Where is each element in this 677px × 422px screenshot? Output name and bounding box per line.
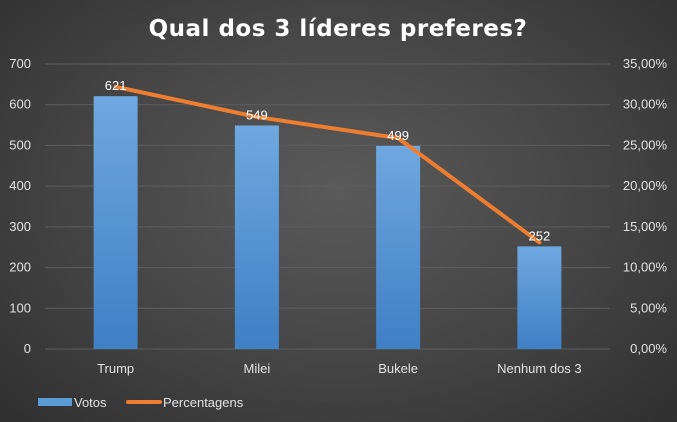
bar [376, 145, 421, 349]
left-tick-label: 300 [9, 219, 31, 234]
gridlines [45, 63, 610, 350]
legend-label: Percentagens [163, 395, 244, 410]
bar [517, 246, 562, 349]
legend-swatch-bar [38, 398, 72, 406]
right-tick-label: 30,00% [623, 97, 668, 112]
left-tick-label: 500 [9, 137, 31, 152]
right-tick-label: 15,00% [623, 219, 668, 234]
category-label: Nenhum dos 3 [497, 361, 582, 376]
category-axis: Trump Milei Bukele Nenhum dos 3 [97, 361, 582, 376]
series-line [113, 84, 542, 245]
left-tick-label: 600 [9, 97, 31, 112]
right-tick-label: 5,00% [630, 300, 667, 315]
category-label: Milei [244, 361, 271, 376]
category-label: Trump [97, 361, 134, 376]
bar [93, 96, 138, 350]
left-tick-label: 400 [9, 178, 31, 193]
data-label: 621 [105, 78, 127, 93]
line-series [113, 84, 542, 245]
data-label: 252 [529, 228, 551, 243]
bar [234, 125, 279, 349]
bars-series [93, 96, 562, 350]
chart-title: Qual dos 3 líderes preferes? [149, 16, 528, 42]
data-label: 499 [387, 128, 409, 143]
left-tick-label: 200 [9, 260, 31, 275]
left-tick-label: 0 [24, 341, 31, 356]
left-axis: 0 100 200 300 400 500 600 700 [9, 56, 31, 356]
legend: Votos Percentagens [38, 395, 244, 410]
data-label: 549 [246, 107, 268, 122]
right-tick-label: 35,00% [623, 56, 668, 71]
right-tick-label: 10,00% [623, 260, 668, 275]
legend-label: Votos [74, 395, 107, 410]
data-labels: 621 549 499 252 [105, 78, 550, 243]
right-tick-label: 25,00% [623, 137, 668, 152]
right-tick-label: 20,00% [623, 178, 668, 193]
right-axis: 0,00% 5,00% 10,00% 15,00% 20,00% 25,00% 30,00%… [623, 56, 668, 356]
left-tick-label: 700 [9, 56, 31, 71]
category-label: Bukele [378, 361, 418, 376]
left-tick-label: 100 [9, 300, 31, 315]
right-tick-label: 0,00% [630, 341, 667, 356]
